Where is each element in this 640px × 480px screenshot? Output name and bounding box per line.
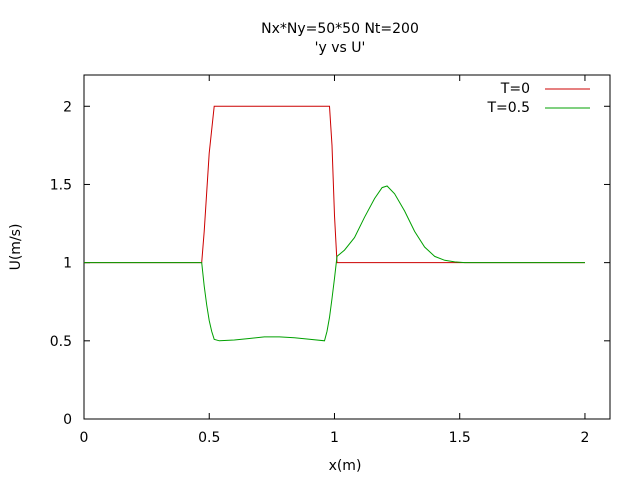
y-tick-label: 0 [63,412,72,428]
x-tick-label: 1.5 [449,430,471,446]
x-tick-label: 2 [580,430,589,446]
series-layer [84,105,585,342]
legend-label-series-1: T=0.5 [486,100,530,116]
chart-subtitle: 'y vs U' [315,40,366,56]
y-tick-label: 0.5 [50,334,72,350]
x-axis-label: x(m) [329,458,362,474]
series-line-0 [84,105,585,264]
y-tick-label: 1.5 [50,177,72,193]
legend: T=0 T=0.5 [486,81,590,116]
y-tick-label: 2 [63,99,72,115]
series-line-1 [84,185,585,342]
x-tick-label: 0.5 [198,430,220,446]
legend-label-series-0: T=0 [500,81,530,97]
y-tick-label: 1 [63,256,72,272]
y-axis-label: U(m/s) [8,224,24,271]
axis-ticks: 0 0.5 1 1.5 2 0 0.5 1 1.5 2 [50,75,610,446]
x-tick-label: 0 [80,430,89,446]
plot-frame [83,74,611,420]
chart-title: Nx*Ny=50*50 Nt=200 [261,21,419,37]
x-tick-label: 1 [330,430,339,446]
